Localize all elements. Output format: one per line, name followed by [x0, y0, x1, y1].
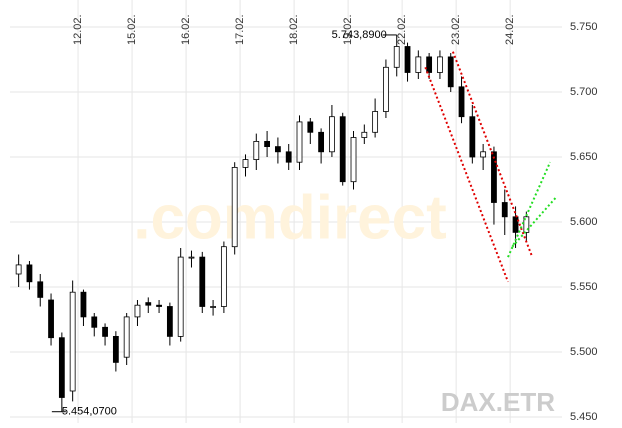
y-tick-label: 5.500 — [570, 346, 598, 358]
candle-body — [112, 335, 119, 363]
candle-body — [447, 56, 454, 88]
x-tick-label: 23.02. — [450, 14, 462, 45]
candle-body — [26, 264, 33, 283]
candle-body — [210, 306, 216, 308]
y-tick-label: 5.550 — [570, 281, 598, 293]
candle-body — [177, 256, 184, 337]
y-tick-label: 5.600 — [570, 216, 598, 228]
candle-body — [253, 140, 260, 160]
candle-body — [491, 151, 497, 203]
candle-body — [426, 56, 433, 73]
candle-body — [274, 146, 281, 153]
candle-body — [15, 264, 22, 275]
y-tick-label: 5.750 — [570, 21, 598, 33]
candle-body — [145, 302, 152, 306]
candle-body — [58, 337, 65, 398]
candle-body — [523, 216, 530, 233]
candle-body — [480, 151, 487, 158]
source-label: DAX.ETR — [441, 387, 555, 417]
candle-body — [307, 121, 314, 133]
annotation-label: 5.454,0700 — [62, 406, 117, 418]
candle-body — [285, 151, 292, 163]
trend-line — [511, 196, 557, 248]
x-tick-label: 22.02. — [396, 14, 408, 45]
candle-body — [501, 202, 508, 218]
candle-body — [469, 116, 476, 158]
candle-body — [512, 216, 519, 233]
candle-body — [296, 121, 303, 163]
candle-body — [48, 299, 54, 339]
candle-body — [437, 56, 443, 73]
x-tick-label: 16.02. — [180, 14, 192, 45]
candle-body — [329, 116, 335, 153]
candle-body — [404, 46, 411, 73]
candle-body — [231, 166, 238, 248]
y-tick-label: 5.650 — [570, 151, 598, 163]
annotation-label: 5.743,8900 — [332, 29, 387, 41]
candle-body — [69, 291, 76, 392]
candle-body — [166, 306, 173, 337]
candle-body — [393, 46, 400, 68]
candle-body — [199, 256, 206, 307]
candle-body — [372, 111, 379, 133]
x-tick-label: 24.02. — [504, 14, 516, 45]
candle-body — [242, 159, 249, 168]
x-tick-label: 17.02. — [234, 14, 246, 45]
candle-body — [123, 316, 130, 358]
candle-body — [264, 140, 270, 147]
y-tick-label: 5.700 — [570, 86, 598, 98]
candle-body — [80, 291, 87, 318]
candle-body — [361, 131, 368, 138]
candle-body — [318, 131, 325, 153]
candle-body — [350, 137, 357, 183]
trend-line — [451, 51, 534, 258]
trend-line — [507, 161, 552, 258]
x-tick-label: 19.02. — [342, 14, 354, 45]
x-tick-label: 18.02. — [288, 14, 300, 45]
candle-body — [37, 281, 44, 298]
candle-body — [415, 56, 422, 73]
candle-body — [188, 256, 195, 259]
watermark: .comdirect — [133, 183, 447, 252]
candle-body — [339, 116, 346, 183]
x-tick-label: 12.02. — [72, 14, 84, 45]
x-tick-label: 15.02. — [126, 14, 138, 45]
candle-body — [383, 66, 389, 112]
y-tick-label: 5.450 — [570, 411, 598, 423]
candle-body — [220, 246, 227, 307]
candle-body — [156, 304, 162, 307]
candle-body — [134, 304, 141, 318]
candle-body — [102, 326, 108, 337]
candle-body — [458, 86, 465, 118]
candle-body — [91, 316, 98, 328]
